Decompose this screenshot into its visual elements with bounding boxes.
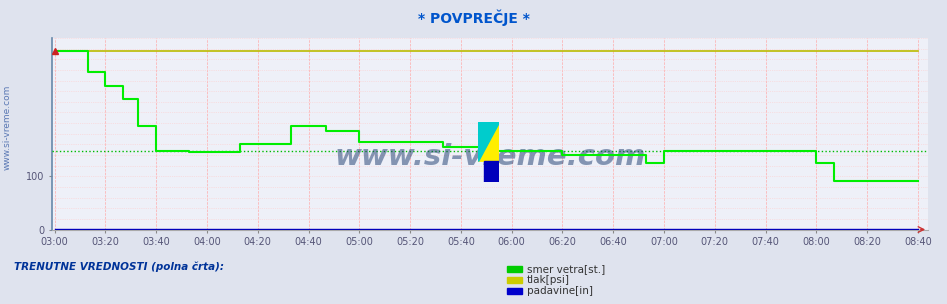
Text: tlak[psi]: tlak[psi] bbox=[527, 275, 569, 285]
Text: www.si-vreme.com: www.si-vreme.com bbox=[334, 143, 646, 171]
Text: TRENUTNE VREDNOSTI (polna črta):: TRENUTNE VREDNOSTI (polna črta): bbox=[14, 261, 224, 272]
Text: padavine[in]: padavine[in] bbox=[527, 286, 593, 296]
Polygon shape bbox=[478, 122, 499, 161]
Text: * POVPREČJE *: * POVPREČJE * bbox=[418, 9, 529, 26]
Polygon shape bbox=[485, 161, 499, 182]
Text: smer vetra[st.]: smer vetra[st.] bbox=[527, 264, 605, 274]
Polygon shape bbox=[478, 122, 499, 161]
Text: www.si-vreme.com: www.si-vreme.com bbox=[3, 85, 12, 170]
